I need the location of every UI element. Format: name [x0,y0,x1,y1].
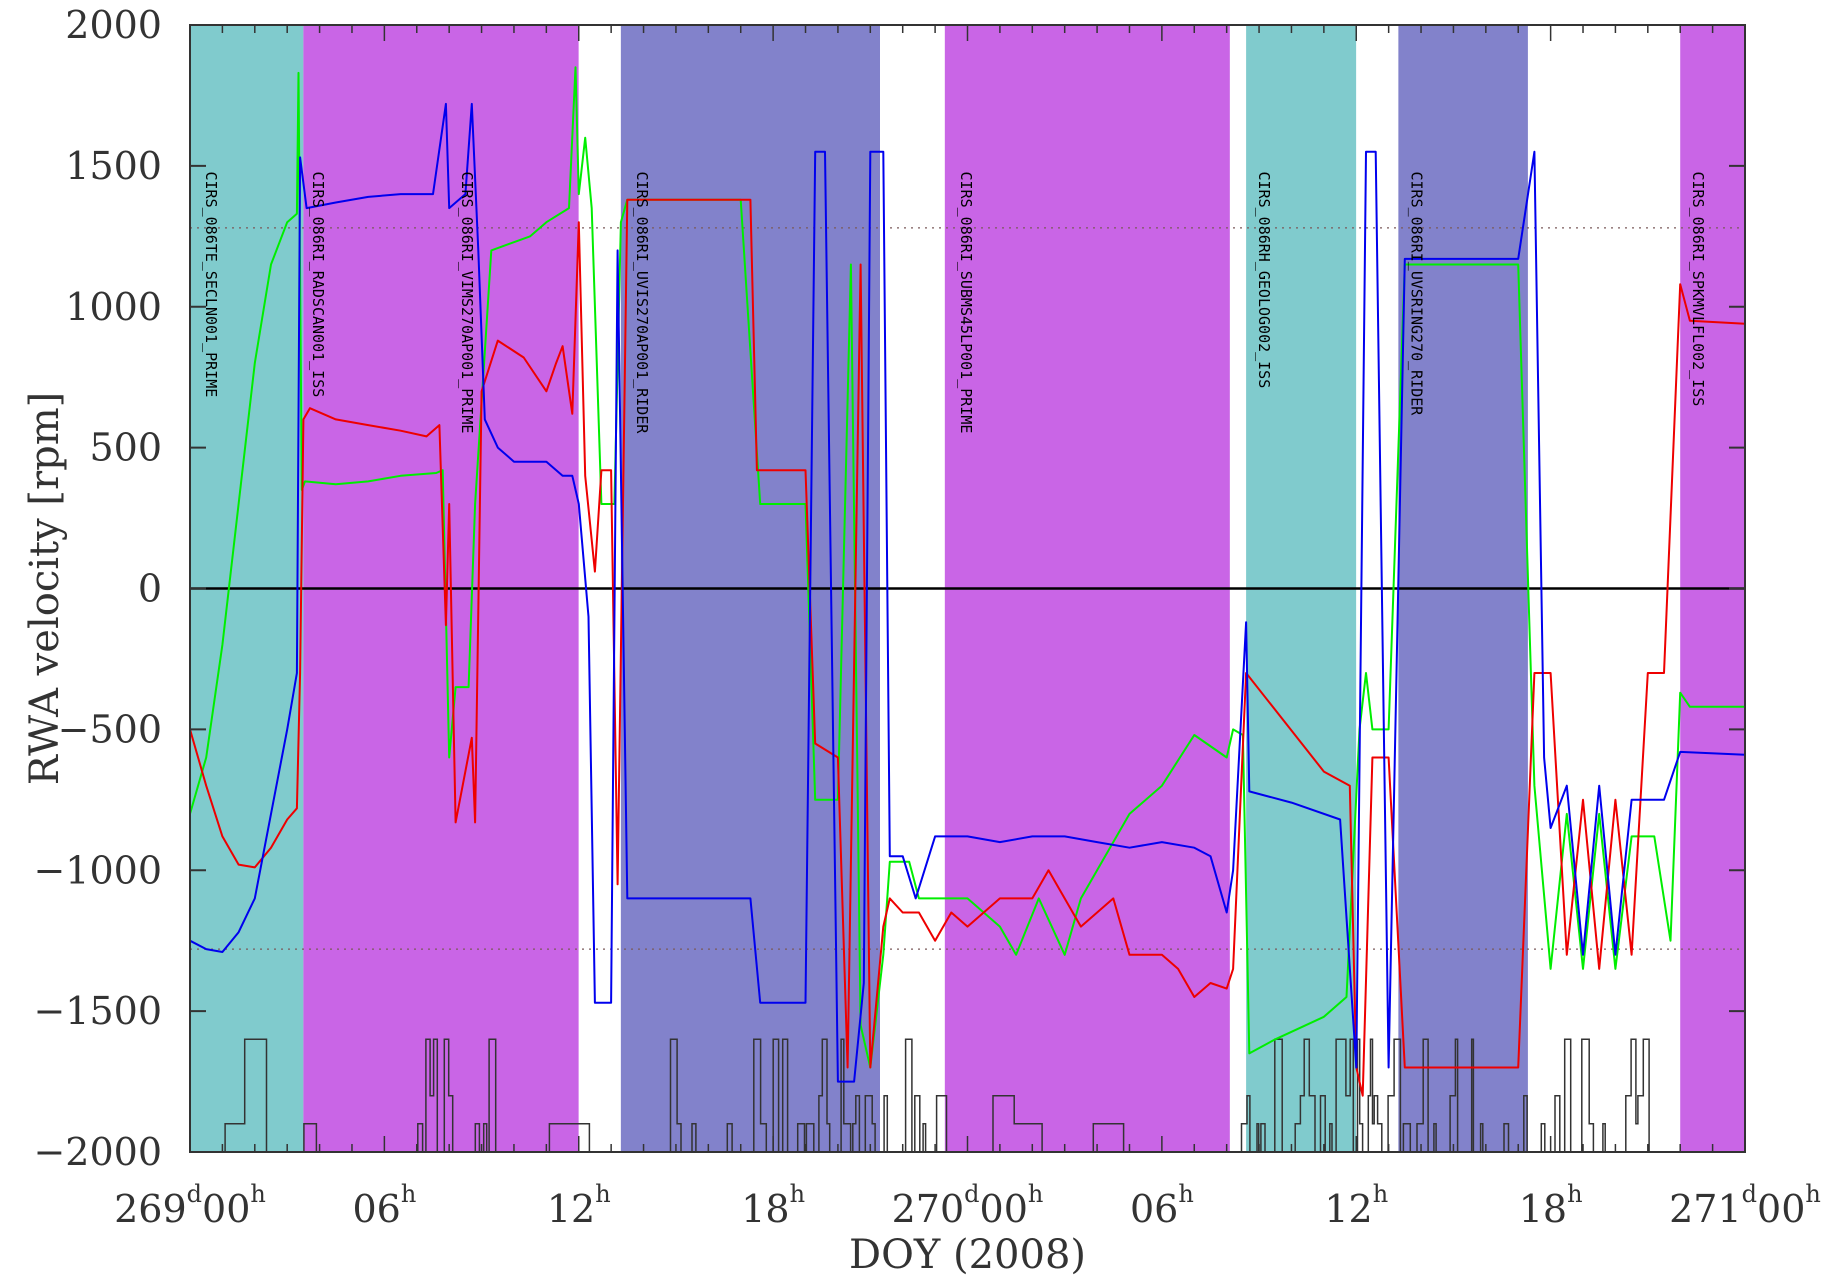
series-line-0 [190,66,1745,1069]
y-axis-label: RWA velocity [rpm] [22,392,68,786]
y-tick-label-3: −500 [58,707,162,751]
x-tick-labels: 269d00h 06h 12h 18h 270d00h 06h 12h 18h 271d00h [114,1180,1821,1231]
x-tick-label-0: 269d00h [114,1180,266,1231]
x-axis-label: DOY (2008) [849,1232,1086,1278]
axis-ticks [189,24,1746,1153]
x-tick-label-6: 12h [1324,1180,1388,1231]
y-tick-label-6: 1000 [65,285,162,329]
y-tick-label-2: −1000 [33,848,162,892]
series-line-2 [190,102,1745,1083]
x-tick-label-8: 271d00h [1669,1180,1821,1231]
y-tick-label-1: −1500 [33,989,162,1033]
x-tick-label-5: 06h [1130,1180,1194,1231]
observation-label-6: CIRS_086RI_UVSRING270_RIDER [1407,172,1425,417]
y-tick-label-8: 2000 [65,3,162,47]
observation-label-5: CIRS_086RH_GEOLOG002_ISS [1255,172,1273,389]
x-tick-label-2: 12h [547,1180,611,1231]
observation-label-0: CIRS_086TE_SECLN001_PRIME [202,172,220,398]
observation-label-4: CIRS_086RI_SUBMS45LP001_PRIME [957,172,975,434]
observation-label-3: CIRS_086RI_UVIS270AP001_RIDER [633,172,651,435]
y-tick-label-0: −2000 [33,1130,162,1174]
observation-label-7: CIRS_086RI_SPKMVLFL002_ISS [1689,172,1707,407]
x-tick-label-3: 18h [741,1180,805,1231]
x-tick-label-4: 270d00h [892,1180,1044,1231]
series-lines [190,66,1745,1097]
observation-label-2: CIRS_086RI_VIMS270AP001_PRIME [458,172,476,434]
x-tick-label-1: 06h [352,1180,416,1231]
activity-trace [196,1038,1745,1152]
y-tick-label-7: 1500 [65,144,162,188]
activity-trace-line [196,1038,1745,1152]
reference-lines [190,227,1745,950]
y-tick-label-4: 0 [138,567,162,611]
observation-label-1: CIRS_086RI_RADSCAN001_ISS [309,172,327,398]
series-line-1 [190,198,1745,1097]
observation-labels: CIRS_086TE_SECLN001_PRIME CIRS_086RI_RADS… [202,172,1707,435]
y-tick-labels: −2000 −1500 −1000 −500 0 500 1000 1500 2000 [33,3,162,1174]
x-tick-label-7: 18h [1519,1180,1583,1231]
y-tick-label-5: 500 [89,426,162,470]
